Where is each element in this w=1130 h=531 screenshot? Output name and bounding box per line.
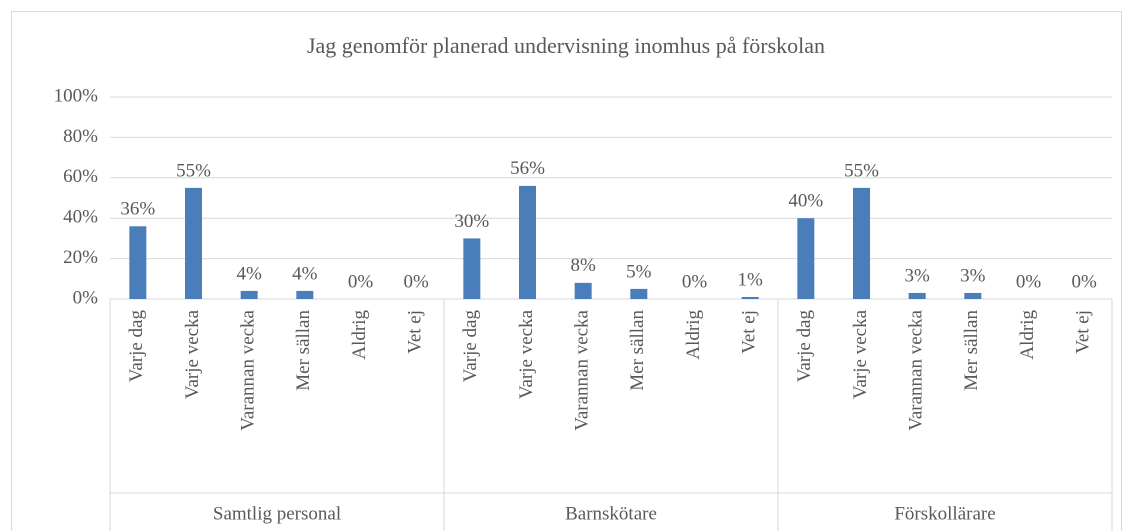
- chart-frame: [11, 11, 1122, 531]
- data-label: 0%: [348, 271, 374, 292]
- data-label: 1%: [738, 269, 764, 290]
- x-tick-label: Varannan vecka: [906, 309, 927, 430]
- data-label: 3%: [960, 265, 986, 286]
- y-tick-label: 100%: [54, 85, 99, 106]
- x-tick-label: Aldrig: [1017, 310, 1038, 360]
- x-tick-label: Varje vecka: [516, 309, 537, 399]
- bar: [574, 282, 592, 299]
- x-tick-label: Aldrig: [349, 310, 370, 360]
- bar: [185, 187, 202, 299]
- y-tick-label: 0%: [73, 287, 99, 308]
- group-label: Barnskötare: [565, 503, 657, 524]
- data-label: 0%: [682, 271, 708, 292]
- y-tick-label: 40%: [63, 207, 98, 228]
- data-label: 4%: [237, 263, 263, 284]
- data-label: 30%: [454, 211, 489, 232]
- data-label: 5%: [626, 261, 652, 282]
- x-tick-label: Varannan vecka: [238, 309, 259, 430]
- x-tick-label: Varje vecka: [182, 309, 203, 399]
- bar: [240, 290, 258, 299]
- data-label: 36%: [120, 199, 155, 220]
- x-tick-label: Vet ej: [405, 310, 426, 354]
- x-tick-label: Mer sällan: [961, 310, 982, 391]
- data-label: 56%: [510, 158, 545, 179]
- x-tick-label: Vet ej: [739, 310, 760, 354]
- x-tick-label: Varje dag: [126, 310, 147, 383]
- data-label: 4%: [292, 263, 318, 284]
- x-tick-label: Aldrig: [683, 310, 704, 360]
- bar: [463, 238, 481, 299]
- bar: [964, 292, 982, 299]
- x-tick-label: Vet ej: [1073, 310, 1094, 354]
- data-label: 55%: [844, 160, 879, 181]
- bar: [853, 187, 870, 299]
- y-tick-label: 60%: [63, 166, 98, 187]
- bar: [630, 288, 648, 299]
- bar: [741, 296, 759, 299]
- group-label: Förskollärare: [894, 503, 995, 524]
- x-tick-label: Varje dag: [794, 310, 815, 383]
- y-tick-label: 80%: [63, 126, 98, 147]
- data-label: 0%: [404, 271, 430, 292]
- chart-title: Jag genomför planerad undervisning inomh…: [307, 33, 825, 58]
- data-label: 40%: [788, 191, 823, 212]
- data-label: 55%: [176, 160, 211, 181]
- x-tick-label: Mer sällan: [293, 310, 314, 391]
- bar: [519, 185, 536, 299]
- x-tick-label: Varje vecka: [850, 309, 871, 399]
- group-label: Samtlig personal: [213, 503, 341, 524]
- data-label: 8%: [571, 255, 597, 276]
- bar: [797, 218, 815, 299]
- bar: [296, 290, 314, 299]
- x-tick-label: Varje dag: [460, 310, 481, 383]
- y-tick-label: 20%: [63, 247, 98, 268]
- bar: [129, 226, 147, 299]
- x-tick-label: Mer sällan: [627, 310, 648, 391]
- data-label: 0%: [1072, 271, 1098, 292]
- data-label: 0%: [1016, 271, 1042, 292]
- x-tick-label: Varannan vecka: [572, 309, 593, 430]
- bar: [908, 292, 926, 299]
- data-label: 3%: [905, 265, 931, 286]
